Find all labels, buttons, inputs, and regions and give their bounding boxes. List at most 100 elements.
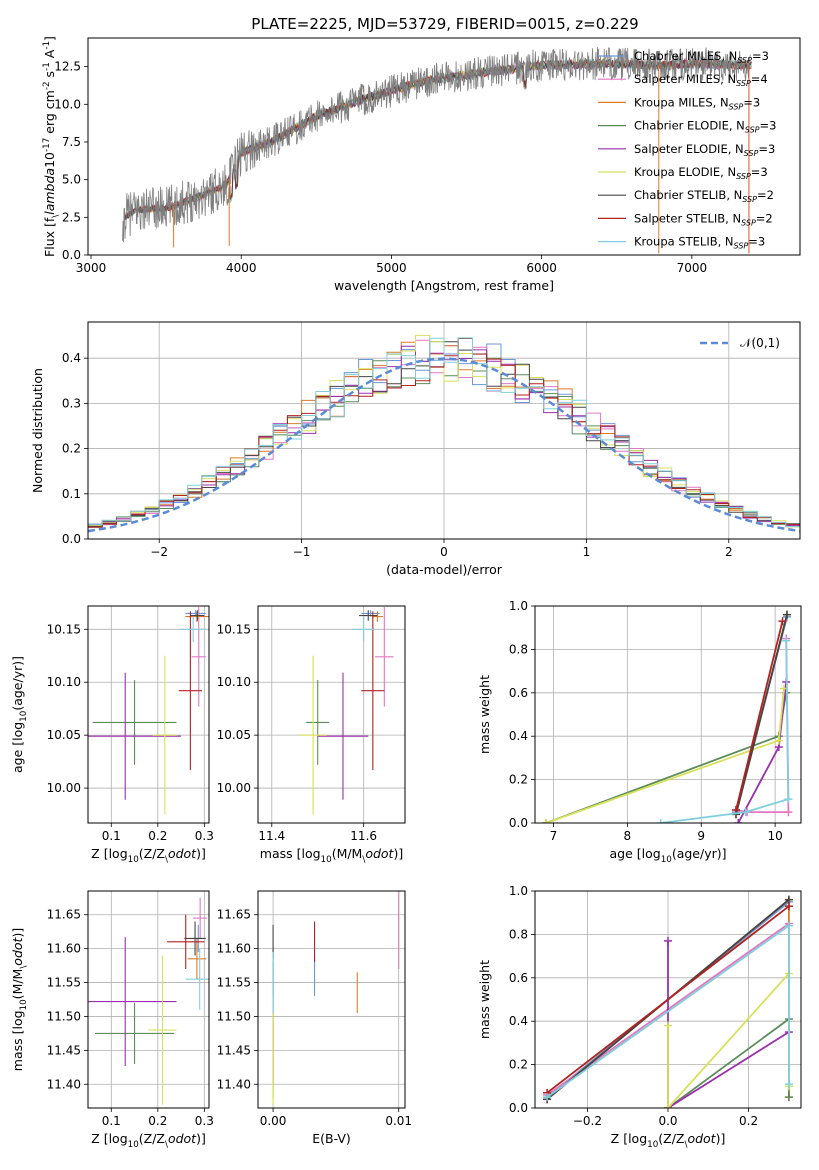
axis-label-y: Flux [f\lambda10-17 erg cm-2 s-1 A-1] [42,36,61,257]
tick-label-x: 0.01 [385,1114,412,1128]
tick-label-x: −1 [293,545,311,559]
tick-label-x: 7000 [677,261,708,275]
errorbar-salpeter-stelib [178,611,203,771]
axis-label-y: age [log10(age/yr)] [10,656,29,773]
tick-label-y: 11.60 [217,942,251,956]
legend-entry-chabrier-stelib: Chabrier STELIB, NSSP=2 [634,188,774,204]
errorbar-salpeter-elodie [88,937,177,1066]
tick-label-y: 0.6 [509,971,528,985]
tick-label-x: 0.1 [102,829,121,843]
errorbar-kroupa-elodie [148,955,177,1105]
errorbar-salpeter-miles [375,607,394,707]
axis-label-x: wavelength [Angstrom, rest frame] [334,278,554,293]
tick-label-y: 11.65 [47,908,81,922]
axis-label-x: Z [log10(Z/Z\odot)] [91,846,206,865]
tick-label-x: 0 [440,545,448,559]
tick-label-y: 12.5 [54,60,81,74]
errorbar-chabrier-elodie [92,680,177,765]
tick-label-x: 3000 [76,261,107,275]
tick-label-y: 11.45 [47,1043,81,1057]
tick-label-y: 10.05 [47,728,81,742]
weight-line-salpeter-stelib [735,620,784,811]
axes-frame [534,605,802,824]
tick-label-x: 0.0 [658,1114,677,1128]
tick-label-y: 11.55 [47,976,81,990]
tick-label-x: 10 [767,829,782,843]
legend-entry-chabrier-miles: Chabrier MILES, NSSP=3 [634,49,769,65]
axes-mass-vs-Z: 0.1 0.2 0.3 11.40 11.45 11.50 11.55 11.60 11.65 Z… [10,890,214,1150]
plot-area-mass-weight-vs-age [542,610,793,823]
plot-area-age-vs-Z [88,607,209,815]
tick-label-y: 0.0 [509,816,528,830]
tick-label-x: 0.00 [260,1114,287,1128]
legend-entry-chabrier-elodie: Chabrier ELODIE, NSSP=3 [634,119,776,135]
tick-label-y: 0.2 [509,773,528,787]
legend-entry-kroupa-miles: Kroupa MILES, NSSP=3 [634,95,760,111]
tick-label-x: 1 [583,545,591,559]
weight-line-kroupa-stelib [660,640,790,823]
errorbar-kroupa-miles [187,938,207,980]
errorbar-kroupa-stelib [180,616,207,642]
tick-label-y: 10.15 [217,622,251,636]
tick-label-y: 11.50 [217,1009,251,1023]
weight-line-salpeter-stelib [546,905,790,1094]
axis-label-x: (data-model)/error [386,562,503,577]
axes-mass-weight-vs-age: 7 8 9 10 0.0 0.2 0.4 0.6 0.8 1.0 age [log10(age/yr… [477,599,802,865]
errorbar-salpeter-stelib [167,914,205,969]
axes-frame [87,37,801,256]
axis-label-y: mass weight [477,675,492,754]
tick-label-x: 8 [624,829,632,843]
errorbar-chabrier-elodie [306,680,330,765]
tick-label-y: 10.00 [217,781,251,795]
plot-area-residuals [88,334,800,539]
errorbar-chabrier-stelib [184,921,206,956]
tick-label-y: 11.45 [217,1043,251,1057]
weight-line-chabrier-stelib [735,614,788,815]
tick-label-y: 11.40 [47,1077,81,1091]
tick-label-y: 10.00 [47,781,81,795]
tick-label-x: 9 [697,829,705,843]
axes-mass-vs-EBV: 0.00 0.01 11.40 11.45 11.50 11.55 11.60 11.65 E(… [217,890,412,1146]
tick-label-x: −0.2 [573,1114,602,1128]
plot-area-mass-vs-Z [88,897,209,1105]
tick-label-x: 7 [550,829,558,843]
errorbar-salpeter-miles [193,897,208,939]
tick-label-y: 11.60 [47,942,81,956]
legend: Chabrier MILES, NSSP=3 Salpeter MILES, NS… [598,49,776,251]
histogram-kroupa-stelib [88,337,800,539]
tick-label-y: 10.15 [47,622,81,636]
tick-label-y: 0.1 [62,487,81,501]
axis-label-x: E(B-V) [312,1131,351,1146]
tick-label-y: 10.10 [217,675,251,689]
tick-label-x: 0.3 [195,1114,214,1128]
errorbar-kroupa-miles [371,611,383,622]
tick-label-x: 0.2 [739,1114,758,1128]
tick-label-x: −2 [150,545,168,559]
tick-label-y: 0.2 [509,1058,528,1072]
axis-label-y: Normed distribution [30,368,45,493]
axes-frame [87,890,210,1109]
tick-label-y: 10.0 [54,97,81,111]
normal-curve [88,357,800,533]
legend-entry-normal: 𝒩(0,1) [740,336,780,350]
axes-frame [257,605,406,824]
errorbar-salpeter-elodie [88,672,182,800]
tick-label-y: 0.8 [509,927,528,941]
tick-label-y: 11.55 [217,976,251,990]
tick-label-y: 0.2 [62,442,81,456]
tick-label-y: 10.05 [217,728,251,742]
tick-label-y: 5.0 [62,173,81,187]
tick-label-x: 2 [725,545,733,559]
tick-label-x: 11.4 [258,829,285,843]
tick-label-y: 10.10 [47,675,81,689]
axes-mass-weight-vs-Z: −0.2 0.0 0.2 0.0 0.2 0.4 0.6 0.8 1.0 Z [log10(Z/Z… [477,884,802,1150]
axis-label-y: mass weight [477,960,492,1039]
legend-entry-kroupa-stelib: Kroupa STELIB, NSSP=3 [634,235,765,251]
axes-spectrum: 3000 4000 5000 6000 7000 0.0 2.5 5.0 7.5 10.0 12.5… [42,36,801,293]
tick-label-y: 2.5 [62,210,81,224]
tick-label-y: 1.0 [509,884,528,898]
plot-area-spectrum [122,46,752,254]
plot-area-mass-weight-vs-Z [543,895,793,1108]
tick-label-y: 0.6 [509,686,528,700]
tick-label-y: 11.40 [217,1077,251,1091]
